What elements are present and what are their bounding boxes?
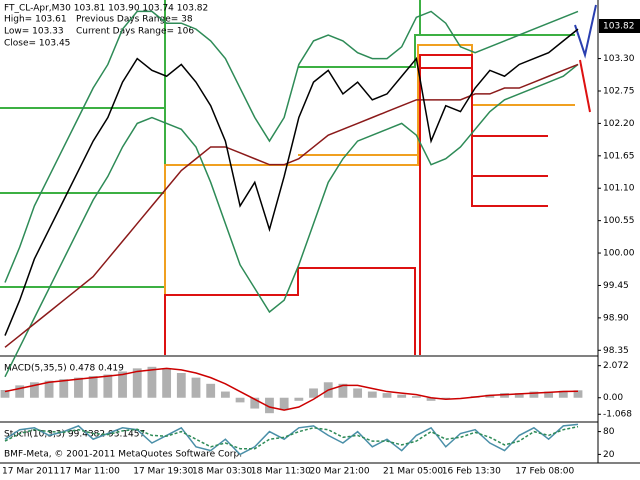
bar	[206, 383, 216, 398]
bar	[279, 397, 289, 411]
bar	[426, 397, 436, 401]
arrow	[574, 4, 597, 59]
bar	[74, 377, 83, 398]
y-tick-label: 99.45	[603, 281, 629, 291]
bar	[338, 383, 348, 398]
bar	[294, 397, 304, 401]
annotation: Low= 103.33	[4, 27, 64, 37]
y-tick-label: 102.20	[603, 119, 635, 129]
bar	[529, 391, 539, 398]
bar	[309, 388, 318, 398]
y-tick-label: 98.35	[603, 346, 629, 356]
y-tick-label: 2.072	[603, 361, 629, 371]
bar	[250, 397, 260, 409]
y-tick-label: 100.00	[603, 249, 635, 259]
bar	[441, 397, 451, 400]
series-line	[4, 63, 579, 348]
bar	[59, 379, 69, 398]
bar	[118, 371, 127, 398]
level-line	[164, 267, 416, 355]
x-tick-label: 21 Mar 05:00	[383, 467, 443, 477]
y-tick-label: 100.55	[603, 216, 635, 226]
bar	[544, 391, 554, 398]
bar	[265, 397, 274, 414]
bar	[103, 374, 113, 398]
annotation: Close= 103.45	[4, 39, 70, 49]
series-line	[4, 423, 579, 456]
footer: BMF-Meta, © 2001-2011 MetaQuotes Softwar…	[4, 450, 242, 460]
series-line	[4, 367, 579, 411]
x-tick-label: 16 Feb 13:30	[442, 467, 501, 477]
price-box	[599, 19, 640, 33]
y-tick-label: 20	[603, 450, 615, 460]
x-tick-label: 17 Mar 2011	[2, 467, 59, 477]
bar	[0, 390, 10, 398]
y-tick-label: 101.65	[603, 151, 635, 161]
annotation: High= 103.61	[4, 15, 67, 25]
x-tick-label: 17 Mar 11:00	[60, 467, 120, 477]
bar	[15, 385, 25, 398]
bar	[382, 393, 392, 398]
panel-title: MACD(5,35,5) 0.478 0.419	[4, 364, 124, 374]
panel-title: Stoch(10,3,3) 99.4382 93.1457	[4, 430, 145, 440]
bar	[485, 394, 495, 398]
arrow	[579, 59, 591, 113]
y-tick-label: 80	[603, 427, 615, 437]
bar	[573, 390, 583, 398]
bar	[235, 397, 245, 403]
y-tick-label: 98.90	[603, 313, 629, 323]
bar	[411, 396, 421, 398]
x-tick-label: 18 Mar 03:30	[192, 467, 252, 477]
bar	[132, 368, 142, 398]
bar	[147, 366, 157, 398]
bar	[220, 391, 230, 398]
annotation: Current Days Range= 106	[76, 27, 194, 37]
x-tick-label: 17 Feb 08:00	[515, 467, 574, 477]
bar	[162, 368, 172, 398]
y-tick-label: -1.068	[603, 410, 632, 420]
annotation: Previous Days Range= 38	[76, 15, 193, 25]
series-line	[4, 28, 579, 336]
y-tick-label: 103.30	[603, 54, 635, 64]
x-tick-label: 18 Mar 11:30	[251, 467, 311, 477]
bar	[397, 394, 407, 398]
series-line	[4, 63, 579, 378]
bar	[514, 393, 524, 398]
y-tick-label: 0.00	[603, 393, 623, 403]
series-line	[4, 425, 579, 450]
bar	[558, 390, 568, 398]
bar	[44, 380, 54, 398]
y-tick-label: 101.10	[603, 184, 635, 194]
y-tick-label: 102.75	[603, 86, 635, 96]
x-tick-label: 20 Mar 21:00	[310, 467, 370, 477]
bar	[88, 376, 98, 398]
series-line	[4, 10, 579, 283]
bar	[367, 391, 377, 398]
level-line	[298, 0, 421, 68]
level-line	[419, 54, 548, 355]
levels	[0, 0, 597, 355]
bar	[500, 393, 509, 398]
chart-title: FT_CL-Apr,M30 103.81 103.90 103.74 103.8…	[4, 4, 208, 14]
bar	[353, 388, 363, 398]
x-tick-label: 17 Mar 19:30	[133, 467, 193, 477]
bar	[176, 372, 186, 398]
last-price: 103.82	[603, 22, 635, 32]
bar	[191, 377, 201, 398]
bar	[29, 382, 39, 398]
